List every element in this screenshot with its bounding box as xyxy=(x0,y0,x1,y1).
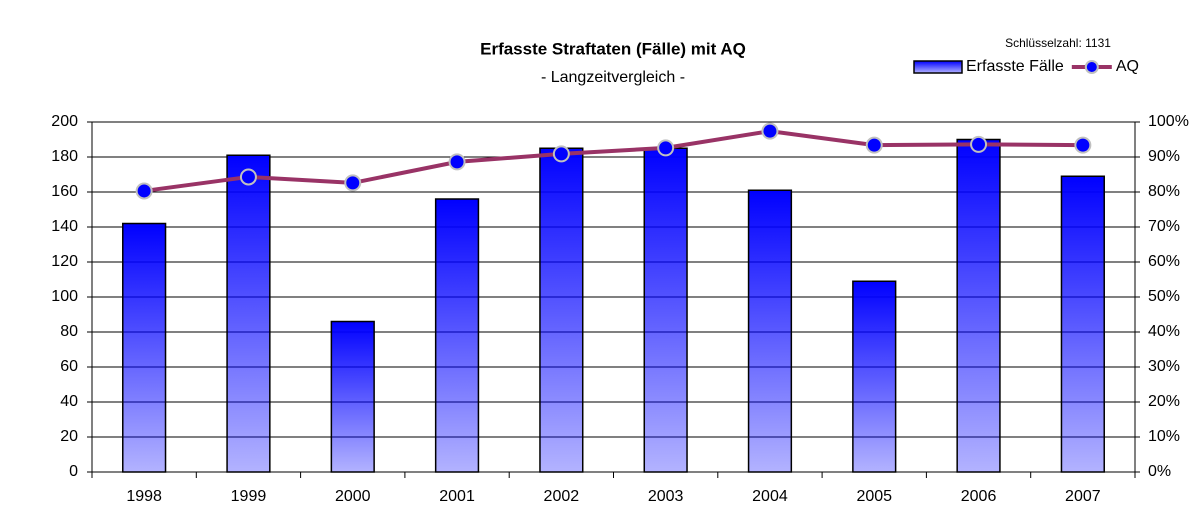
y2-tick-label: 0% xyxy=(1148,463,1171,480)
x-tick-label: 2007 xyxy=(1065,488,1101,505)
y-tick-label: 180 xyxy=(51,148,78,165)
y2-tick-label: 90% xyxy=(1148,148,1180,165)
y-tick-label: 200 xyxy=(51,113,78,130)
y2-tick-label: 10% xyxy=(1148,428,1180,445)
bar xyxy=(643,147,688,473)
bar xyxy=(1060,175,1105,473)
bar xyxy=(226,154,271,473)
y-tick-label: 40 xyxy=(60,393,78,410)
bar xyxy=(539,147,584,473)
line-marker xyxy=(865,136,883,154)
x-tick-label: 2005 xyxy=(856,488,892,505)
y2-tick-label: 80% xyxy=(1148,183,1180,200)
y2-tick-label: 70% xyxy=(1148,218,1180,235)
y-tick-label: 80 xyxy=(60,323,78,340)
line-marker xyxy=(1074,136,1092,154)
y2-tick-label: 20% xyxy=(1148,393,1180,410)
legend-label: AQ xyxy=(1116,58,1139,75)
line-marker xyxy=(657,139,675,157)
legend-label: Erfasste Fälle xyxy=(966,58,1064,75)
line-marker xyxy=(552,145,570,163)
line-marker xyxy=(761,122,779,140)
chart-subtitle: - Langzeitvergleich - xyxy=(541,69,685,86)
y2-tick-label: 30% xyxy=(1148,358,1180,375)
y2-tick-label: 40% xyxy=(1148,323,1180,340)
x-tick-label: 2001 xyxy=(439,488,475,505)
bar xyxy=(747,189,793,473)
chart-title: Erfasste Straftaten (Fälle) mit AQ xyxy=(480,39,746,58)
line-marker xyxy=(448,153,466,171)
y-tick-label: 20 xyxy=(60,428,78,445)
line-marker xyxy=(344,174,362,192)
y-tick-label: 120 xyxy=(51,253,78,270)
y-tick-label: 140 xyxy=(51,218,78,235)
x-tick-label: 2006 xyxy=(961,488,997,505)
x-tick-label: 2002 xyxy=(544,488,580,505)
legend-swatch xyxy=(913,60,963,74)
x-tick-label: 2003 xyxy=(648,488,684,505)
bar xyxy=(330,320,375,473)
y2-tick-label: 50% xyxy=(1148,288,1180,305)
line-marker xyxy=(239,168,257,186)
y2-tick-label: 60% xyxy=(1148,253,1180,270)
y2-tick-label: 100% xyxy=(1148,113,1189,130)
bar xyxy=(956,138,1001,473)
line xyxy=(143,129,1083,193)
y-tick-label: 160 xyxy=(51,183,78,200)
legend-marker xyxy=(1084,60,1099,74)
bar xyxy=(122,222,167,473)
x-tick-label: 2004 xyxy=(752,488,788,505)
x-tick-label: 1998 xyxy=(126,488,162,505)
bar xyxy=(852,280,897,473)
line-marker xyxy=(135,182,153,200)
y-tick-label: 60 xyxy=(60,358,78,375)
y-tick-label: 0 xyxy=(69,463,78,480)
y-tick-label: 100 xyxy=(51,288,78,305)
x-tick-label: 2000 xyxy=(335,488,371,505)
x-tick-label: 1999 xyxy=(231,488,267,505)
line-marker xyxy=(970,135,988,153)
bar xyxy=(434,198,480,473)
annotation: Schlüsselzahl: 1131 xyxy=(1005,36,1111,50)
